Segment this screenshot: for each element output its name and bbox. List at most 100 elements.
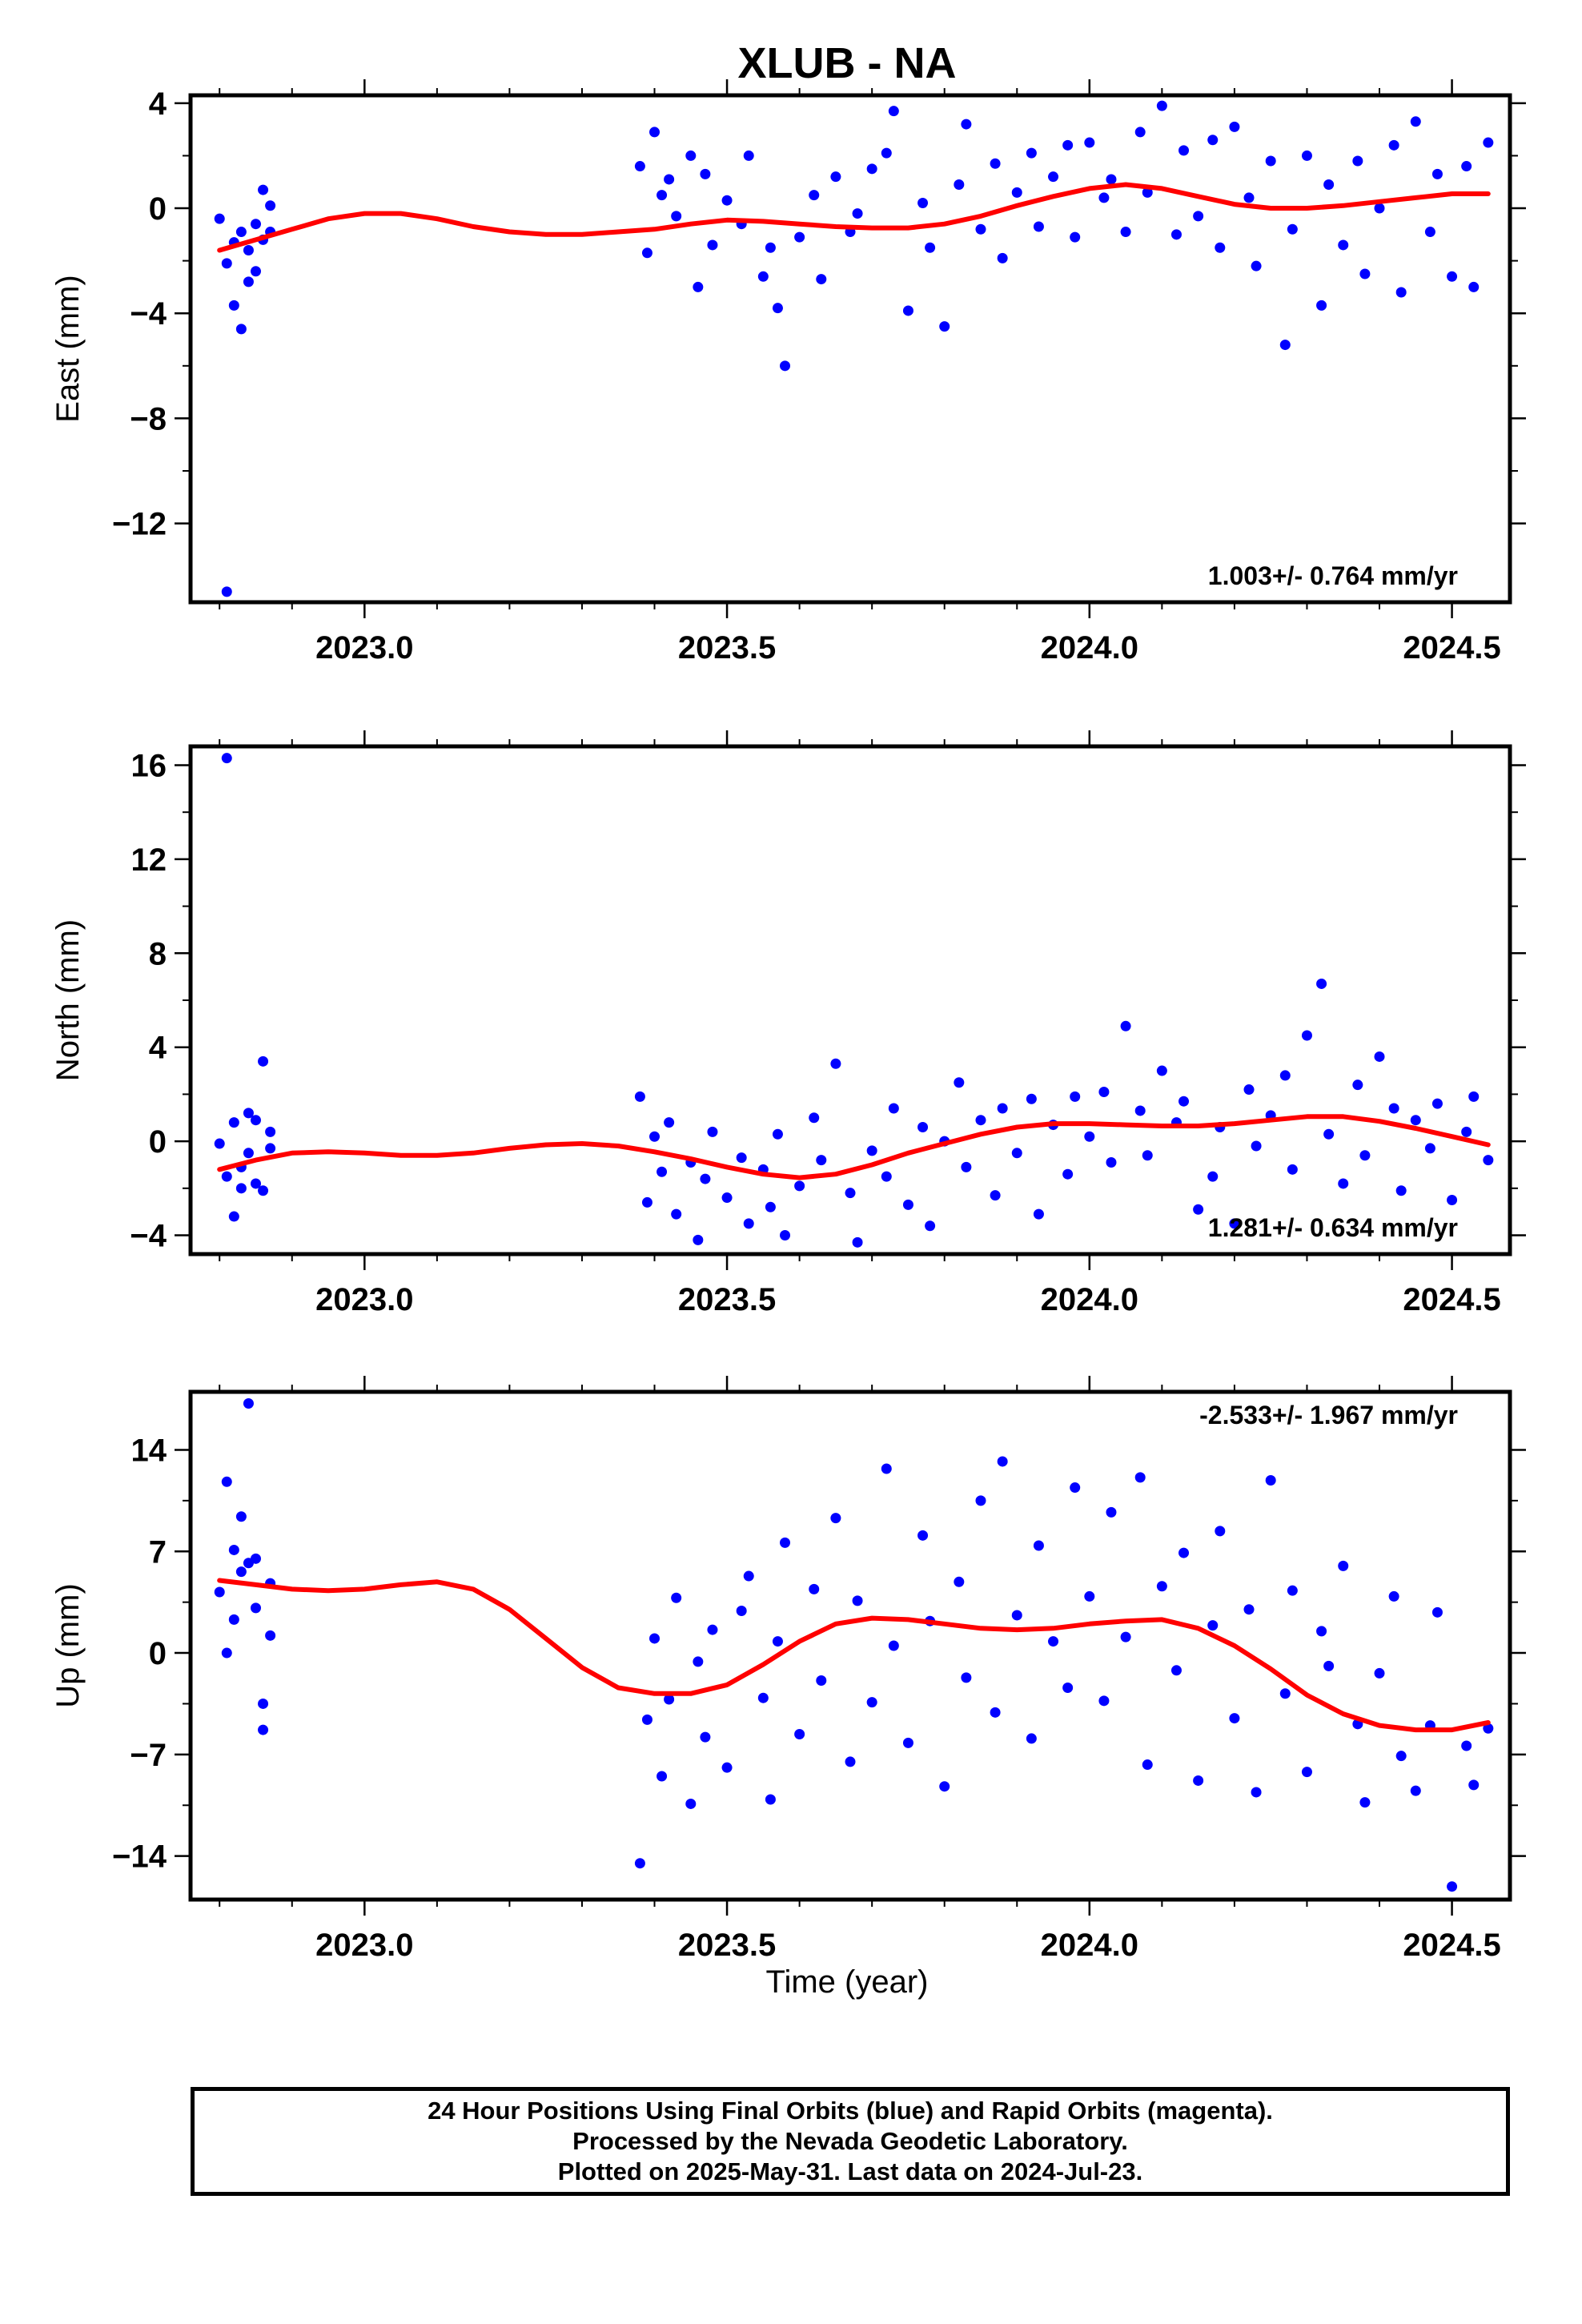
east-data-point xyxy=(1070,231,1081,243)
up-x-tick-label: 2023.5 xyxy=(678,1928,776,1963)
up-data-point xyxy=(743,1570,754,1582)
north-data-point xyxy=(265,1143,276,1154)
east-data-point xyxy=(902,305,913,316)
north-data-point xyxy=(1070,1091,1081,1102)
up-data-point xyxy=(1070,1482,1081,1494)
east-data-point xyxy=(1352,155,1363,167)
east-data-point xyxy=(990,158,1001,169)
up-data-point xyxy=(1026,1733,1037,1744)
north-data-point xyxy=(1359,1150,1371,1161)
up-data-point xyxy=(1338,1560,1349,1571)
north-data-point xyxy=(1279,1070,1291,1081)
north-data-point xyxy=(902,1199,913,1210)
north-data-point xyxy=(997,1103,1008,1114)
north-data-point xyxy=(1461,1126,1472,1137)
up-data-point xyxy=(664,1694,675,1705)
up-data-point xyxy=(1229,1713,1240,1724)
up-data-point xyxy=(1279,1688,1291,1699)
east-data-point xyxy=(228,300,239,311)
north-data-point xyxy=(1374,1051,1385,1062)
east-data-point xyxy=(664,174,675,185)
east-data-point xyxy=(656,190,668,201)
east-data-point xyxy=(641,247,652,259)
east-data-point xyxy=(816,274,827,285)
east-data-point xyxy=(221,258,232,269)
north-data-point xyxy=(1323,1128,1335,1140)
up-data-point xyxy=(1316,1626,1327,1637)
east-data-point xyxy=(1265,155,1276,167)
up-data-point xyxy=(649,1633,661,1644)
north-frame xyxy=(188,744,1512,1256)
north-data-point xyxy=(221,753,232,764)
east-data-point xyxy=(1170,229,1182,240)
east-data-point xyxy=(1134,127,1146,138)
up-y-tick-label: −7 xyxy=(130,1738,167,1773)
up-y-tick-label: 7 xyxy=(149,1534,167,1570)
north-data-point xyxy=(888,1103,899,1114)
up-data-point xyxy=(736,1606,747,1617)
east-data-point xyxy=(1156,100,1167,111)
east-data-point xyxy=(939,321,950,332)
east-data-point xyxy=(700,168,711,179)
north-data-point xyxy=(990,1190,1001,1201)
up-data-point xyxy=(939,1781,950,1792)
east-data-point xyxy=(1431,168,1443,179)
up-data-point xyxy=(1447,1881,1458,1892)
north-data-point xyxy=(1395,1185,1407,1196)
up-data-point xyxy=(1193,1775,1204,1786)
east-data-point xyxy=(1120,227,1131,238)
east-data-point xyxy=(671,211,682,222)
north-fit-line xyxy=(217,1114,1491,1180)
up-data-point xyxy=(656,1771,668,1782)
up-data-point xyxy=(1048,1636,1059,1647)
north-data-point xyxy=(228,1117,239,1128)
east-panel: 2023.0 2023.5 2024.0 2024.5 4 0 −4 −8 −12 East (m… xyxy=(50,79,1526,665)
up-data-point xyxy=(721,1762,733,1773)
north-data-point xyxy=(954,1077,965,1088)
north-data-point xyxy=(1468,1091,1480,1102)
up-data-point xyxy=(757,1692,769,1703)
north-data-point xyxy=(743,1218,754,1229)
up-data-point xyxy=(1323,1660,1335,1671)
east-data-point xyxy=(693,281,704,292)
up-data-point xyxy=(990,1707,1001,1718)
east-data-point xyxy=(1207,135,1219,146)
north-data-point xyxy=(664,1117,675,1128)
caption-line-3: Plotted on 2025-May-31. Last data on 202… xyxy=(557,2157,1143,2185)
east-x-tick-label: 2023.0 xyxy=(315,630,413,665)
north-data-point xyxy=(765,1201,776,1212)
up-data-point xyxy=(228,1614,239,1625)
north-y-tick-label: 0 xyxy=(149,1124,167,1160)
north-data-point xyxy=(1352,1080,1363,1091)
east-data-point xyxy=(235,227,247,238)
north-data-point xyxy=(1098,1086,1110,1097)
north-data-point xyxy=(961,1161,972,1172)
up-data-point xyxy=(250,1602,261,1614)
east-data-point xyxy=(1084,137,1095,148)
east-data-point xyxy=(265,200,276,211)
east-data-point xyxy=(780,360,791,372)
east-data-point xyxy=(721,195,733,206)
up-data-point xyxy=(1287,1585,1298,1596)
east-data-point xyxy=(1447,271,1458,282)
caption-box: 24 Hour Positions Using Final Orbits (bl… xyxy=(191,2087,1510,2196)
east-data-point xyxy=(1395,287,1407,298)
east-data-point xyxy=(765,242,776,253)
east-data-point xyxy=(757,271,769,282)
up-data-point xyxy=(765,1794,776,1805)
north-data-point xyxy=(1301,1030,1312,1041)
north-data-point xyxy=(671,1208,682,1220)
up-y-tick-label: 0 xyxy=(149,1636,167,1671)
up-data-point xyxy=(1098,1695,1110,1707)
north-data-point xyxy=(265,1126,276,1137)
up-data-point xyxy=(975,1495,986,1506)
figure-title: XLUB - NA xyxy=(738,39,957,87)
up-data-point xyxy=(845,1756,856,1767)
east-data-point xyxy=(1215,242,1226,253)
north-data-point xyxy=(243,1108,254,1119)
east-data-point xyxy=(1374,203,1385,214)
east-data-point xyxy=(1193,211,1204,222)
up-data-point xyxy=(1178,1547,1190,1558)
up-data-point xyxy=(1483,1723,1494,1734)
east-data-point xyxy=(243,245,254,256)
